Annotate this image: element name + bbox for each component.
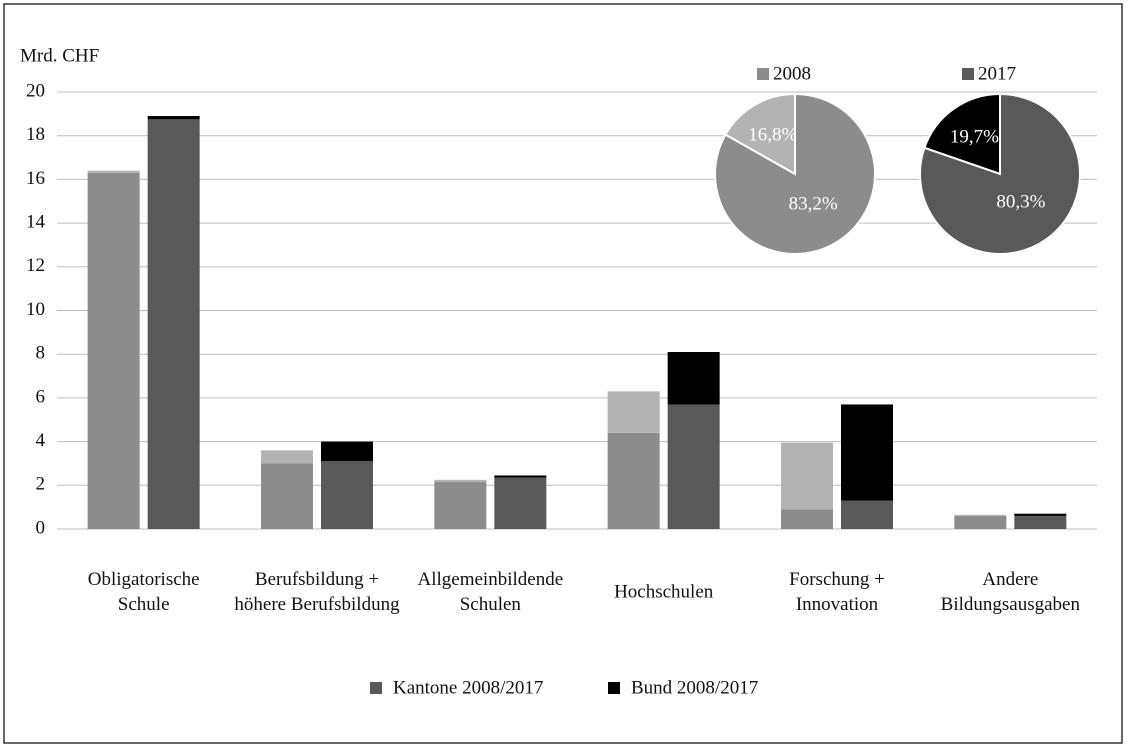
pie-label: 19,7% [950,127,999,148]
y-tick-label: 4 [36,430,46,451]
legend-swatch [608,682,620,694]
pie-title: 2017 [978,63,1016,84]
y-tick-label: 8 [36,343,46,364]
x-tick-label: Allgemeinbildende [418,569,564,590]
pie-slice [919,92,1081,255]
pie-title: 2008 [773,63,811,84]
x-tick-label: Schulen [460,594,522,615]
x-tick-label: Schule [118,594,170,615]
x-tick-label: Forschung + [789,569,885,590]
bar-segment [954,514,1007,516]
bar-segment [667,404,720,529]
bar-segment [607,391,660,433]
y-tick-label: 14 [26,211,46,232]
bar-segment [841,500,893,529]
y-tick-label: 10 [26,299,45,320]
legend-swatch [757,68,769,80]
bar-segment [1014,515,1067,529]
pie-label: 16,8% [748,124,797,145]
x-tick-label: Andere [982,569,1038,590]
bar-segment [954,515,1007,529]
bar-segment [1014,513,1067,516]
pie-label: 80,3% [996,192,1045,213]
bar-segment [261,450,313,464]
x-tick-label: Obligatorische [88,569,200,590]
bar-segment [781,442,833,510]
bar-segment [321,461,373,529]
bar-segment [87,172,140,529]
y-tick-label: 20 [26,80,45,101]
x-tick-label: höhere Berufsbildung [234,594,400,615]
bar-segment [781,509,833,529]
bar-segment [434,482,487,529]
bar-segment [607,432,660,529]
x-tick-label: Bildungsausgaben [941,594,1081,615]
x-tick-label: Berufsbildung + [255,569,379,590]
legend-swatch [962,68,974,80]
pie-slice [714,92,876,255]
x-tick-label: Innovation [796,594,879,615]
x-tick-label: Hochschulen [614,581,714,602]
bar-segment [841,404,893,501]
pie-slice [724,92,796,176]
bar-segment [494,475,547,478]
bar-segment [321,441,373,462]
y-tick-label: 12 [26,255,45,276]
legend-label: Kantone 2008/2017 [393,677,543,698]
legend-swatch [370,682,382,694]
bar-segment [87,170,140,173]
legend-label: Bund 2008/2017 [631,677,758,698]
y-tick-label: 6 [36,386,46,407]
y-tick-label: 0 [36,517,46,538]
bar-segment [147,119,200,529]
y-tick-label: 2 [36,474,46,495]
y-tick-label: 16 [26,168,45,189]
bar-segment [667,352,720,405]
y-tick-label: 18 [26,124,45,145]
bar-segment [494,477,547,529]
bar-segment [261,463,313,529]
y-axis-label: Mrd. CHF [20,45,99,66]
bar-segment [147,116,200,120]
bar-segment [434,479,487,483]
pie-label: 83,2% [789,193,838,214]
